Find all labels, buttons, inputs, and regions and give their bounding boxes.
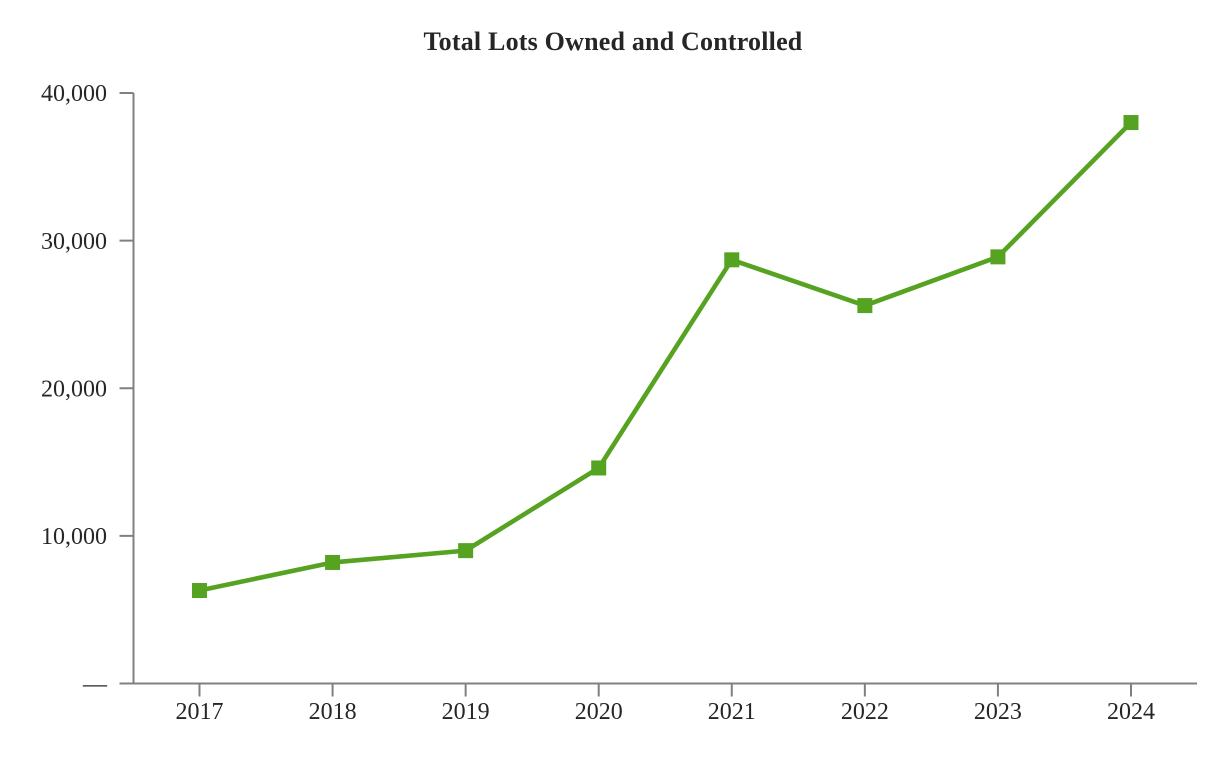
data-point-marker: [857, 298, 873, 314]
x-tick-label: 2024: [1107, 699, 1155, 725]
data-point-marker: [990, 249, 1006, 265]
series-line: [199, 120, 1133, 593]
data-point-marker: [1123, 115, 1139, 131]
y-tick-label: —: [82, 672, 108, 698]
data-point-marker: [192, 582, 207, 598]
data-point-marker: [325, 554, 341, 570]
data-point-marker: [458, 543, 474, 559]
x-tick-label: 2019: [442, 699, 490, 725]
y-tick-label: 20,000: [41, 376, 107, 402]
chart-title: Total Lots Owned and Controlled: [423, 27, 803, 56]
x-tick-label: 2017: [176, 699, 224, 725]
y-tick-label: 40,000: [41, 81, 107, 107]
x-tick-label: 2018: [309, 699, 357, 725]
y-tick-label: 30,000: [41, 229, 107, 255]
x-tick-label: 2020: [575, 699, 623, 725]
y-tick-label: 10,000: [41, 524, 107, 550]
x-tick-label: 2023: [974, 699, 1022, 725]
x-tick-label: 2022: [841, 699, 889, 725]
data-point-marker: [591, 460, 607, 476]
x-tick-label: 2021: [708, 699, 756, 725]
data-point-marker: [724, 252, 740, 268]
